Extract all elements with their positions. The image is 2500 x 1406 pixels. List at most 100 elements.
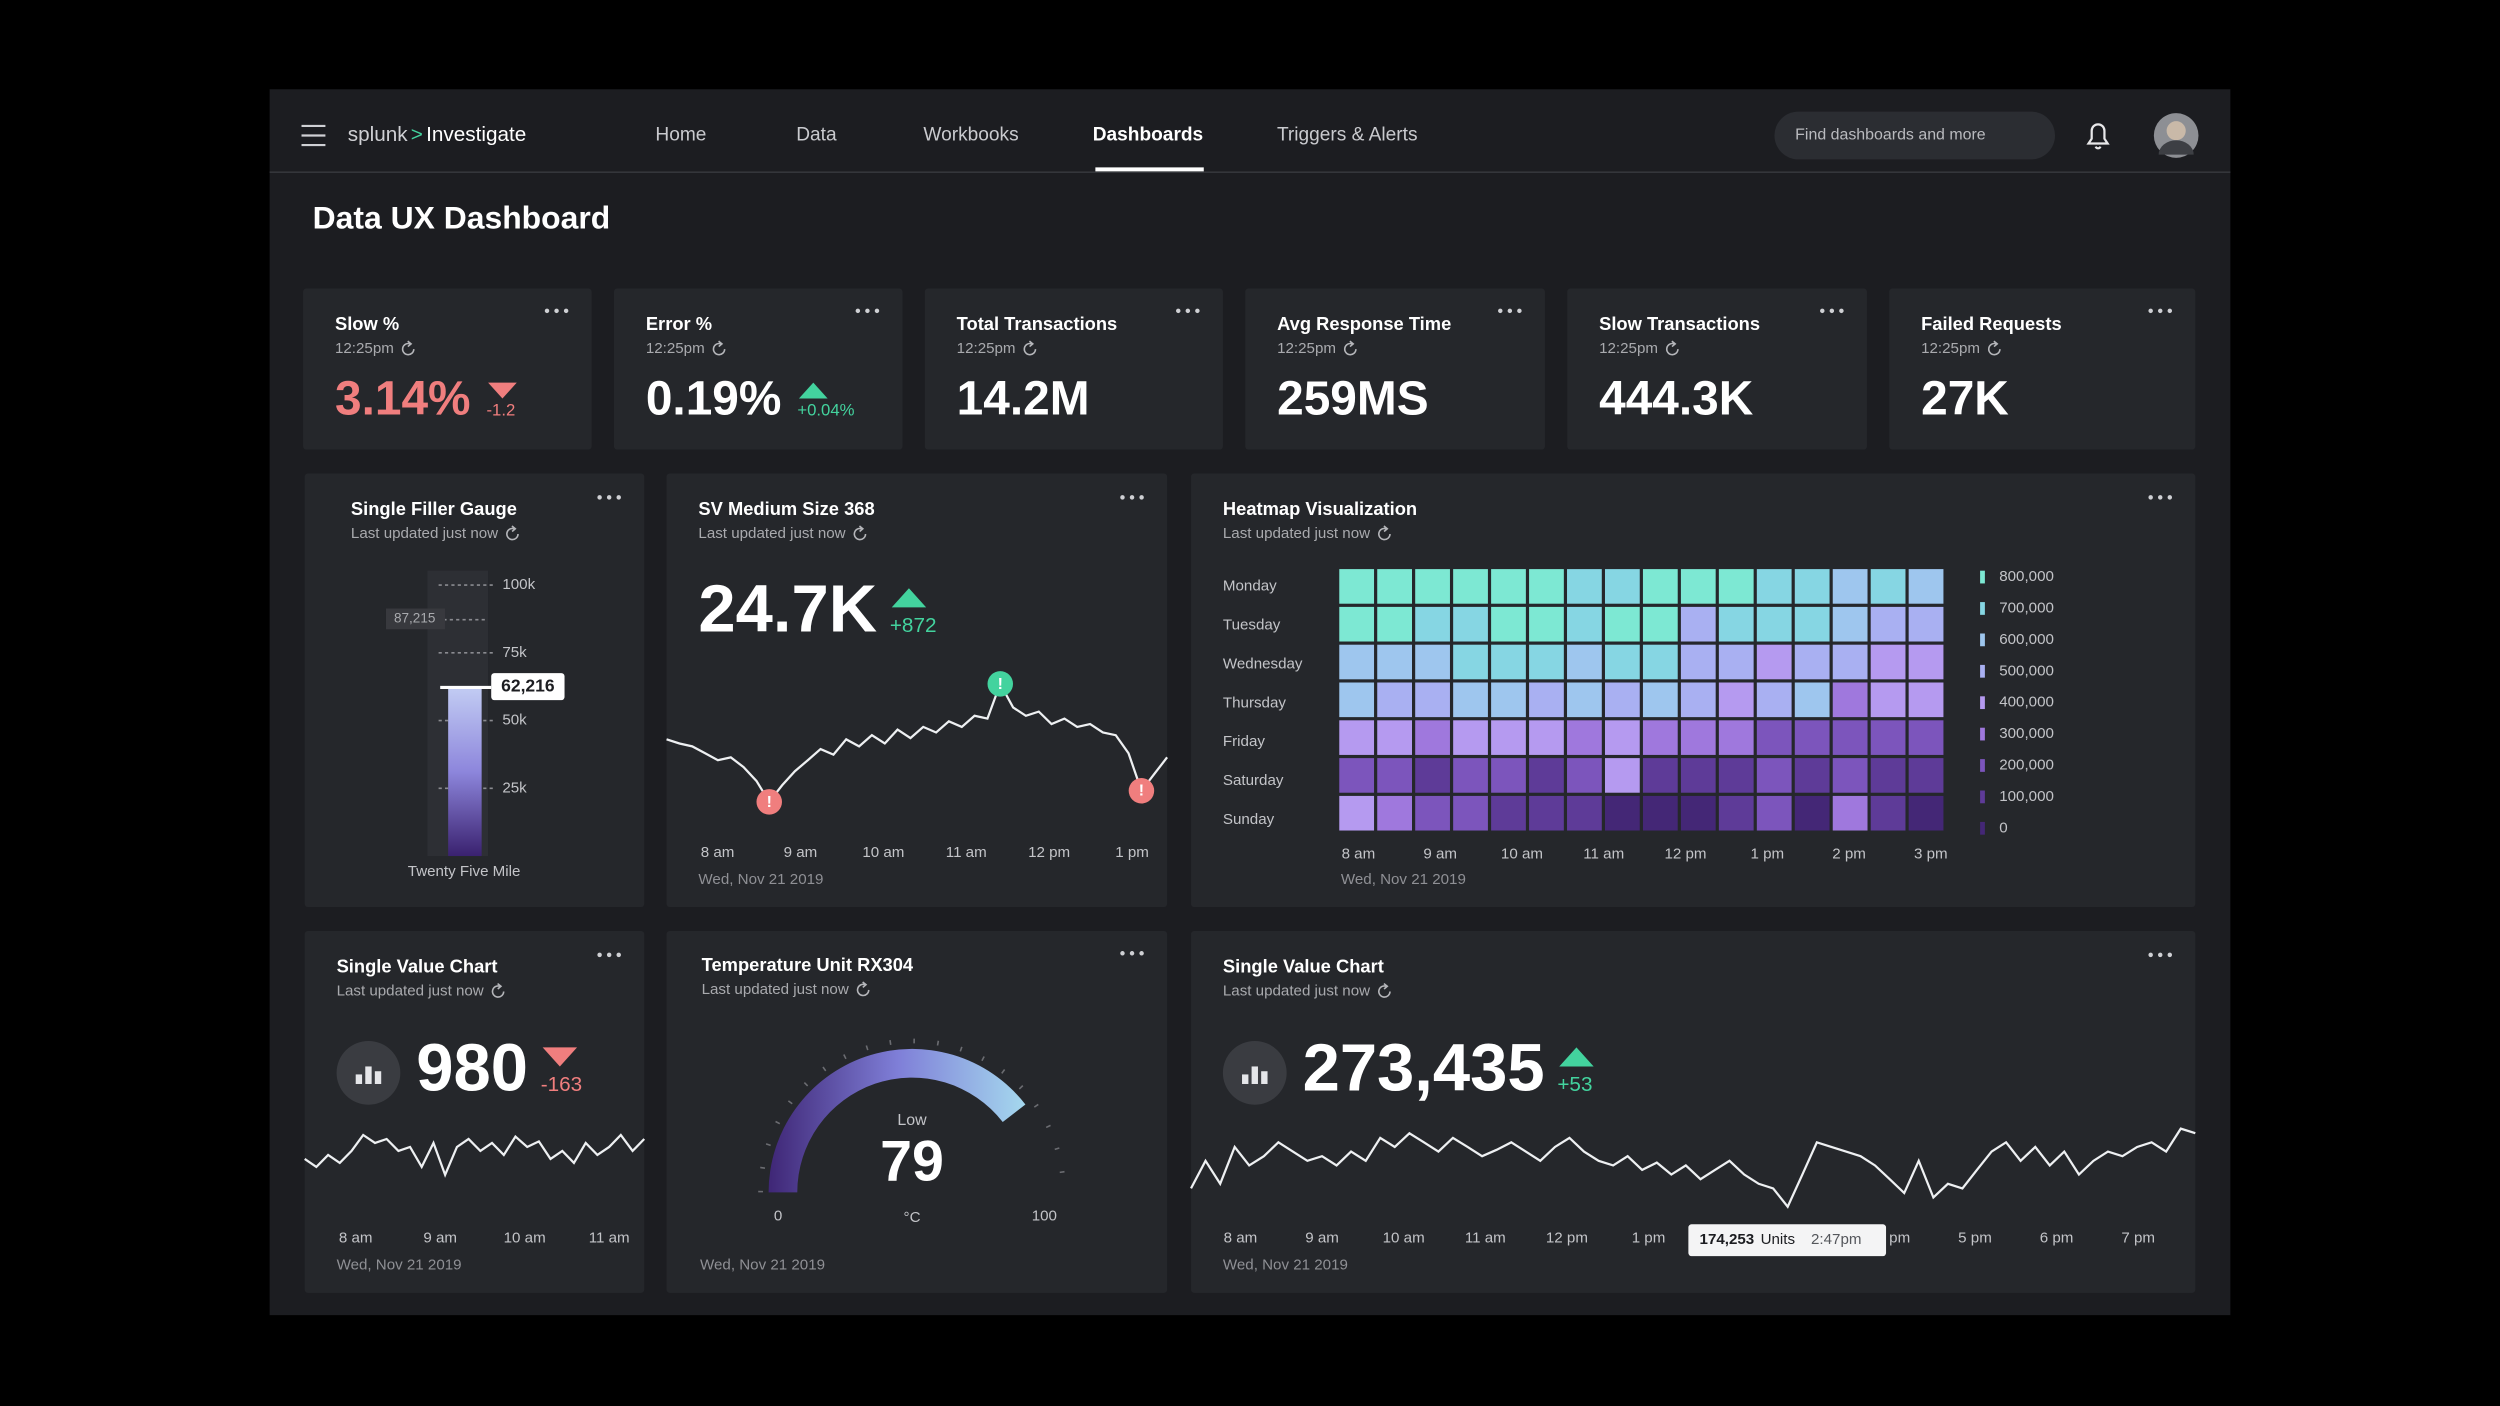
heatmap-cell: [1415, 758, 1450, 793]
more-menu-dot[interactable]: [616, 495, 621, 500]
more-menu-dot[interactable]: [2148, 952, 2153, 958]
more-menu-dot[interactable]: [2158, 952, 2163, 958]
heatmap-cell: [1756, 758, 1792, 793]
more-menu-dot[interactable]: [1129, 951, 1135, 956]
alert-icon: !: [998, 676, 1003, 693]
kpi-title: Total Transactions: [957, 313, 1118, 334]
heatmap-cell: [1529, 606, 1564, 642]
more-menu-dot[interactable]: [1120, 495, 1125, 500]
panel-title: Single Value Chart: [337, 955, 498, 976]
x-tick-label: 12 pm: [1546, 1230, 1588, 1247]
chart-icon-bar: [1242, 1074, 1249, 1084]
more-menu-dot[interactable]: [1139, 495, 1144, 500]
more-menu-dot[interactable]: [1139, 951, 1144, 956]
heatmap-cell: [1908, 606, 1944, 642]
heatmap-cell: [1832, 795, 1868, 831]
sparkline: [304, 1133, 646, 1178]
refresh-icon[interactable]: [1343, 342, 1357, 356]
legend-swatch: [1980, 727, 1985, 741]
updated-text: Last updated just now: [1223, 525, 1370, 542]
heatmap-cell: [1377, 644, 1413, 680]
date-label: Wed, Nov 21 2019: [700, 1257, 825, 1274]
more-menu-dot[interactable]: [1176, 308, 1181, 314]
row-label: Tuesday: [1223, 617, 1281, 634]
nav-item[interactable]: Workbooks: [923, 125, 1018, 146]
heatmap-cell: [1756, 682, 1792, 718]
more-menu-dot[interactable]: [616, 952, 621, 958]
refresh-icon[interactable]: [1023, 342, 1037, 356]
more-menu-dot[interactable]: [874, 308, 880, 314]
heatmap-cell: [1453, 606, 1488, 642]
nav-item[interactable]: Triggers & Alerts: [1277, 125, 1418, 146]
refresh-icon[interactable]: [1378, 985, 1391, 998]
more-menu-dot[interactable]: [1820, 308, 1825, 314]
refresh-icon[interactable]: [856, 983, 870, 997]
legend-swatch: [1980, 664, 1985, 678]
refresh-icon[interactable]: [1987, 342, 2001, 356]
more-menu-dot[interactable]: [2167, 952, 2173, 958]
legend-swatch: [1980, 696, 1985, 710]
heatmap-cell: [1453, 569, 1488, 604]
max-label: 100: [1032, 1207, 1057, 1224]
card: [924, 288, 1223, 450]
value-delta: -163: [541, 1073, 582, 1096]
heatmap-cell: [1794, 644, 1830, 680]
more-menu-dot[interactable]: [1517, 308, 1522, 314]
more-menu-dot[interactable]: [1185, 308, 1191, 314]
heatmap-cell: [1491, 795, 1526, 831]
refresh-icon[interactable]: [401, 342, 415, 356]
more-menu-dot[interactable]: [1120, 951, 1125, 956]
heatmap-cell: [1339, 758, 1375, 793]
more-menu-dot[interactable]: [597, 952, 602, 958]
more-menu-dot[interactable]: [865, 308, 870, 314]
row-label: Friday: [1223, 733, 1265, 750]
kpi-value: 14.2M: [957, 372, 1090, 425]
brand: splunk: [348, 123, 409, 146]
refresh-icon[interactable]: [491, 985, 505, 998]
legend-label: 300,000: [1999, 725, 2054, 742]
more-menu-dot[interactable]: [2148, 495, 2153, 500]
heatmap-cell: [1680, 606, 1716, 642]
more-menu-dot[interactable]: [1498, 308, 1503, 314]
nav-active-underline: [1095, 167, 1204, 172]
more-menu-dot[interactable]: [554, 308, 559, 314]
more-menu-dot[interactable]: [606, 495, 612, 500]
notification-bell[interactable]: [2086, 123, 2110, 150]
legend-label: 800,000: [1999, 568, 2054, 585]
x-tick-label: 11 am: [1465, 1230, 1506, 1247]
nav-item[interactable]: Dashboards: [1093, 125, 1203, 146]
single-value: 273,435: [1303, 1031, 1545, 1106]
more-menu-dot[interactable]: [597, 495, 602, 500]
more-menu-dot[interactable]: [2167, 495, 2173, 500]
more-menu-dot[interactable]: [2158, 495, 2163, 500]
refresh-icon[interactable]: [1378, 527, 1391, 541]
x-tick-label: 1 pm: [1632, 1230, 1666, 1247]
more-menu-dot[interactable]: [2167, 308, 2173, 314]
heatmap-cell: [1339, 720, 1375, 755]
heatmap-cell: [1567, 720, 1602, 755]
heatmap-cell: [1453, 720, 1488, 755]
more-menu-dot[interactable]: [1195, 308, 1200, 314]
heatmap-cell: [1680, 569, 1716, 604]
more-menu-dot[interactable]: [1829, 308, 1835, 314]
more-menu-dot[interactable]: [544, 308, 550, 314]
x-tick-label: 10 am: [504, 1230, 546, 1247]
search-box[interactable]: [1774, 111, 2056, 160]
refresh-icon[interactable]: [712, 342, 726, 356]
more-menu-dot[interactable]: [563, 308, 569, 314]
more-menu-dot[interactable]: [2158, 308, 2163, 314]
nav-item[interactable]: Home: [655, 125, 706, 146]
refresh-icon[interactable]: [1665, 342, 1679, 356]
more-menu-dot[interactable]: [606, 952, 612, 958]
refresh-arrow: [858, 525, 865, 533]
more-menu-dot[interactable]: [855, 308, 861, 314]
heatmap-cell: [1642, 720, 1678, 755]
more-menu-dot[interactable]: [1129, 495, 1135, 500]
more-menu-dot[interactable]: [1507, 308, 1513, 314]
nav-item[interactable]: Data: [796, 125, 837, 146]
refresh-icon[interactable]: [506, 527, 519, 541]
more-menu-dot[interactable]: [1839, 308, 1844, 314]
search-placeholder[interactable]: Find dashboards and more: [1795, 127, 1986, 144]
more-menu-dot[interactable]: [2148, 308, 2153, 314]
refresh-icon[interactable]: [853, 527, 867, 541]
